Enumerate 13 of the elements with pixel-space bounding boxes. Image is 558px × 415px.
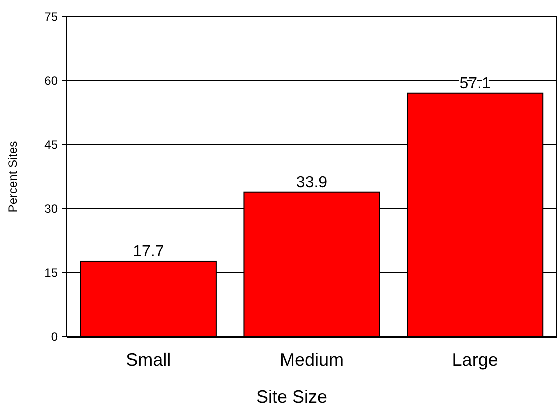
y-tick-label: 75 (44, 10, 58, 24)
y-tick-label: 30 (44, 202, 58, 216)
y-tick-label: 0 (51, 330, 58, 344)
data-label: 33.9 (296, 174, 328, 192)
x-tick-label: Small (126, 350, 172, 370)
y-tick-label: 15 (44, 266, 58, 280)
y-tick-label: 45 (44, 138, 58, 152)
data-label: 17.7 (133, 243, 164, 260)
x-tick-label: Large (452, 350, 498, 370)
x-tick-label: Medium (280, 350, 344, 370)
y-tick-label: 60 (44, 74, 58, 88)
x-axis-title: Site Size (256, 387, 328, 407)
y-axis-title: Percent Sites (6, 141, 20, 213)
